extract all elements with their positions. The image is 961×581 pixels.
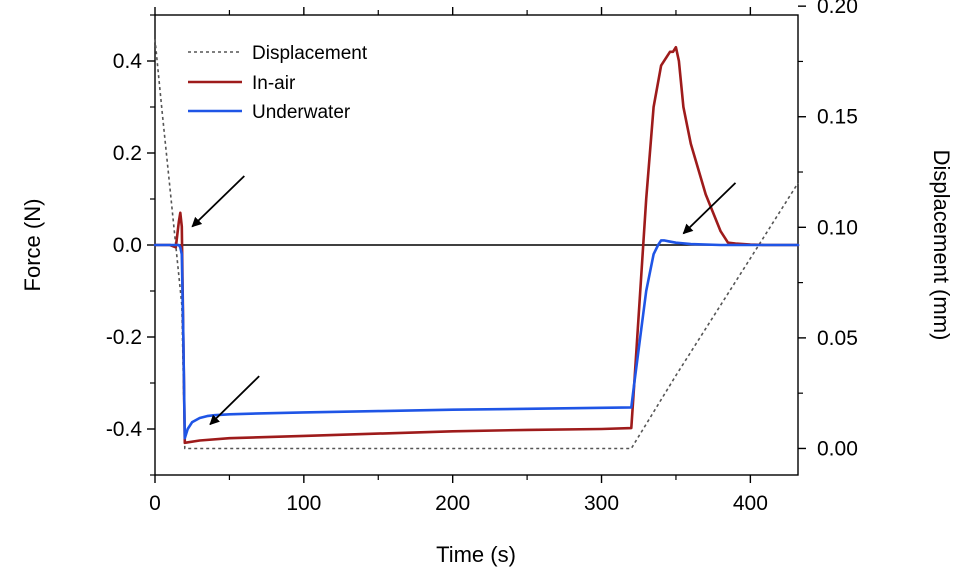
y-axis-right: 0.20 0.15 0.10 0.05 0.00 (798, 0, 858, 460)
series-layer (153, 39, 800, 450)
y2-tick-label: 0.00 (817, 437, 858, 460)
annotation-arrow (682, 182, 737, 235)
y-tick-label: 0.2 (113, 142, 142, 165)
x-tick-label: 100 (286, 492, 321, 515)
y-axis-title: Force (N) (20, 199, 45, 292)
x-tick-label: 400 (733, 492, 768, 515)
y-axis-left: 0.4 0.2 0.0 -0.2 -0.4 (106, 14, 155, 476)
y2-tick-label: 0.10 (817, 216, 858, 239)
annotation-arrow (209, 375, 260, 426)
y2-tick-label: 0.05 (817, 327, 858, 350)
y-tick-label: 0.0 (113, 234, 142, 257)
legend: Displacement In-air Underwater (188, 43, 368, 123)
x-tick-label: 0 (149, 492, 161, 515)
x-axis-title: Time (s) (436, 542, 516, 567)
annotation-layer (191, 175, 737, 426)
x-tick-label: 300 (584, 492, 619, 515)
legend-label-in-air: In-air (252, 73, 296, 94)
x-tick-label: 200 (435, 492, 470, 515)
x-axis: 0 100 200 300 400 (149, 7, 768, 515)
legend-label-displacement: Displacement (252, 43, 368, 64)
y2-tick-label: 0.20 (817, 0, 858, 18)
y-tick-label: -0.2 (106, 326, 142, 349)
series-line-underwater (153, 239, 800, 440)
annotation-arrow (191, 175, 245, 228)
y2-tick-label: 0.15 (817, 106, 858, 129)
y-tick-label: -0.4 (106, 418, 143, 441)
legend-label-underwater: Underwater (252, 102, 351, 123)
y2-axis-title: Displacement (mm) (929, 150, 954, 341)
series-line-displacement (154, 39, 799, 450)
y-tick-label: 0.4 (113, 50, 143, 73)
